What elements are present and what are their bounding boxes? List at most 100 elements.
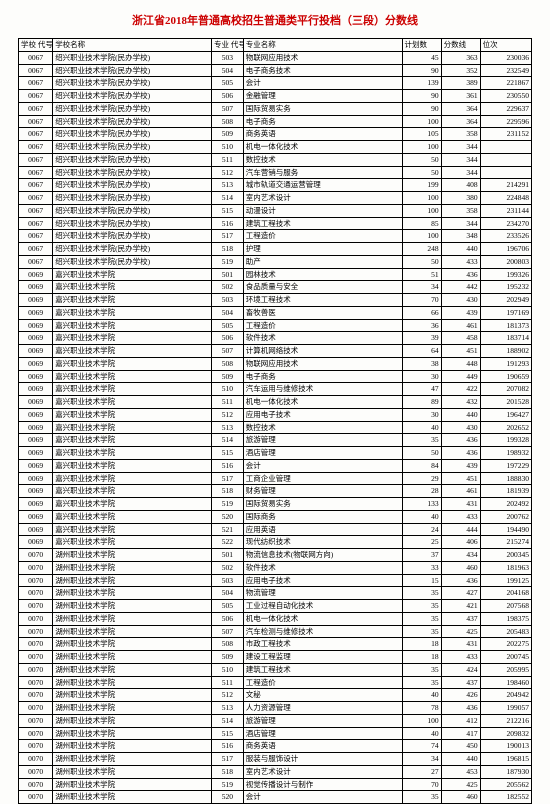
table-cell: 商务英语: [243, 128, 402, 141]
table-cell: 448: [441, 357, 480, 370]
table-cell: 205562: [480, 778, 531, 791]
table-cell: 湖州职业技术学院: [53, 689, 212, 702]
table-row: 0070湖州职业技术学院519视觉传播设计与制作70425205562: [19, 778, 532, 791]
table-cell: 嘉兴职业技术学院: [53, 294, 212, 307]
table-cell: 514: [211, 714, 243, 727]
table-row: 0067绍兴职业技术学院(民办学校)514室内艺术设计100380224848: [19, 192, 532, 205]
table-cell: 0067: [19, 255, 53, 268]
table-cell: 0069: [19, 447, 53, 460]
table-cell: 绍兴职业技术学院(民办学校): [53, 179, 212, 192]
table-cell: 园林技术: [243, 268, 402, 281]
table-cell: 66: [402, 306, 441, 319]
th-major-name: 专业名称: [243, 39, 402, 52]
table-cell: 服装与服饰设计: [243, 753, 402, 766]
table-cell: 508: [211, 115, 243, 128]
table-cell: 建设工程监理: [243, 651, 402, 664]
table-cell: 412: [441, 714, 480, 727]
table-cell: 湖州职业技术学院: [53, 574, 212, 587]
table-cell: 35: [402, 434, 441, 447]
table-cell: 181939: [480, 485, 531, 498]
table-cell: [480, 153, 531, 166]
table-cell: 440: [441, 408, 480, 421]
table-row: 0069嘉兴职业技术学院510汽车运用与维修技术47422207082: [19, 383, 532, 396]
table-cell: 嘉兴职业技术学院: [53, 383, 212, 396]
table-row: 0067绍兴职业技术学院(民办学校)516建筑工程技术85344234270: [19, 217, 532, 230]
table-cell: 506: [211, 612, 243, 625]
table-cell: 0069: [19, 396, 53, 409]
table-cell: 会计: [243, 791, 402, 804]
table-cell: 229596: [480, 115, 531, 128]
table-cell: 506: [211, 332, 243, 345]
table-cell: 35: [402, 612, 441, 625]
table-cell: 444: [441, 523, 480, 536]
table-cell: 40: [402, 689, 441, 702]
table-cell: 电子商务技术: [243, 64, 402, 77]
table-cell: 湖州职业技术学院: [53, 625, 212, 638]
table-cell: 78: [402, 702, 441, 715]
table-cell: 0069: [19, 472, 53, 485]
table-cell: 358: [441, 204, 480, 217]
table-cell: 绍兴职业技术学院(民办学校): [53, 255, 212, 268]
table-cell: 504: [211, 64, 243, 77]
table-cell: 绍兴职业技术学院(民办学校): [53, 153, 212, 166]
table-cell: 389: [441, 77, 480, 90]
table-cell: 426: [441, 689, 480, 702]
table-cell: 嘉兴职业技术学院: [53, 396, 212, 409]
table-cell: 0070: [19, 676, 53, 689]
table-cell: 194490: [480, 523, 531, 536]
table-cell: 湖州职业技术学院: [53, 740, 212, 753]
table-cell: 35: [402, 663, 441, 676]
table-cell: 0067: [19, 166, 53, 179]
table-cell: 湖州职业技术学院: [53, 778, 212, 791]
table-cell: 433: [441, 255, 480, 268]
table-cell: 430: [441, 294, 480, 307]
table-cell: 100: [402, 115, 441, 128]
table-row: 0067绍兴职业技术学院(民办学校)507国际贸易实务90364229637: [19, 102, 532, 115]
table-cell: 522: [211, 536, 243, 549]
table-cell: 机电一体化技术: [243, 612, 402, 625]
table-cell: 35: [402, 676, 441, 689]
table-row: 0070湖州职业技术学院509建设工程监理18433200745: [19, 651, 532, 664]
table-row: 0070湖州职业技术学院520会计35460182552: [19, 791, 532, 804]
table-cell: 35: [402, 587, 441, 600]
table-cell: 511: [211, 396, 243, 409]
table-row: 0069嘉兴职业技术学院501园林技术51436199326: [19, 268, 532, 281]
table-row: 0067绍兴职业技术学院(民办学校)515动漫设计100358231144: [19, 204, 532, 217]
table-cell: 湖州职业技术学院: [53, 702, 212, 715]
table-cell: 424: [441, 663, 480, 676]
table-cell: 0069: [19, 408, 53, 421]
table-cell: 442: [441, 281, 480, 294]
table-cell: 100: [402, 204, 441, 217]
table-cell: 515: [211, 447, 243, 460]
table-cell: 187930: [480, 765, 531, 778]
table-row: 0070湖州职业技术学院504物流管理35427204168: [19, 587, 532, 600]
table-cell: 绍兴职业技术学院(民办学校): [53, 230, 212, 243]
table-cell: 214291: [480, 179, 531, 192]
table-cell: 47: [402, 383, 441, 396]
table-cell: 200762: [480, 510, 531, 523]
table-cell: 204942: [480, 689, 531, 702]
table-cell: 0070: [19, 574, 53, 587]
table-cell: 207568: [480, 600, 531, 613]
table-cell: 0070: [19, 791, 53, 804]
table-cell: 202492: [480, 498, 531, 511]
table-cell: 425: [441, 778, 480, 791]
table-row: 0067绍兴职业技术学院(民办学校)509商务英语105358231152: [19, 128, 532, 141]
table-row: 0067绍兴职业技术学院(民办学校)517工程造价100348233526: [19, 230, 532, 243]
table-cell: 421: [441, 600, 480, 613]
table-cell: 嘉兴职业技术学院: [53, 485, 212, 498]
table-cell: 202275: [480, 638, 531, 651]
table-cell: 助产: [243, 255, 402, 268]
table-cell: 0070: [19, 765, 53, 778]
table-cell: 70: [402, 294, 441, 307]
table-cell: 国际贸易实务: [243, 498, 402, 511]
table-cell: 195232: [480, 281, 531, 294]
table-cell: 电子商务: [243, 115, 402, 128]
th-rank: 位次: [480, 39, 531, 52]
table-cell: 100: [402, 714, 441, 727]
table-cell: 508: [211, 638, 243, 651]
table-cell: 工业过程自动化技术: [243, 600, 402, 613]
table-row: 0067绍兴职业技术学院(民办学校)503物联网应用技术45363230036: [19, 51, 532, 64]
table-cell: 436: [441, 574, 480, 587]
table-cell: 0069: [19, 383, 53, 396]
